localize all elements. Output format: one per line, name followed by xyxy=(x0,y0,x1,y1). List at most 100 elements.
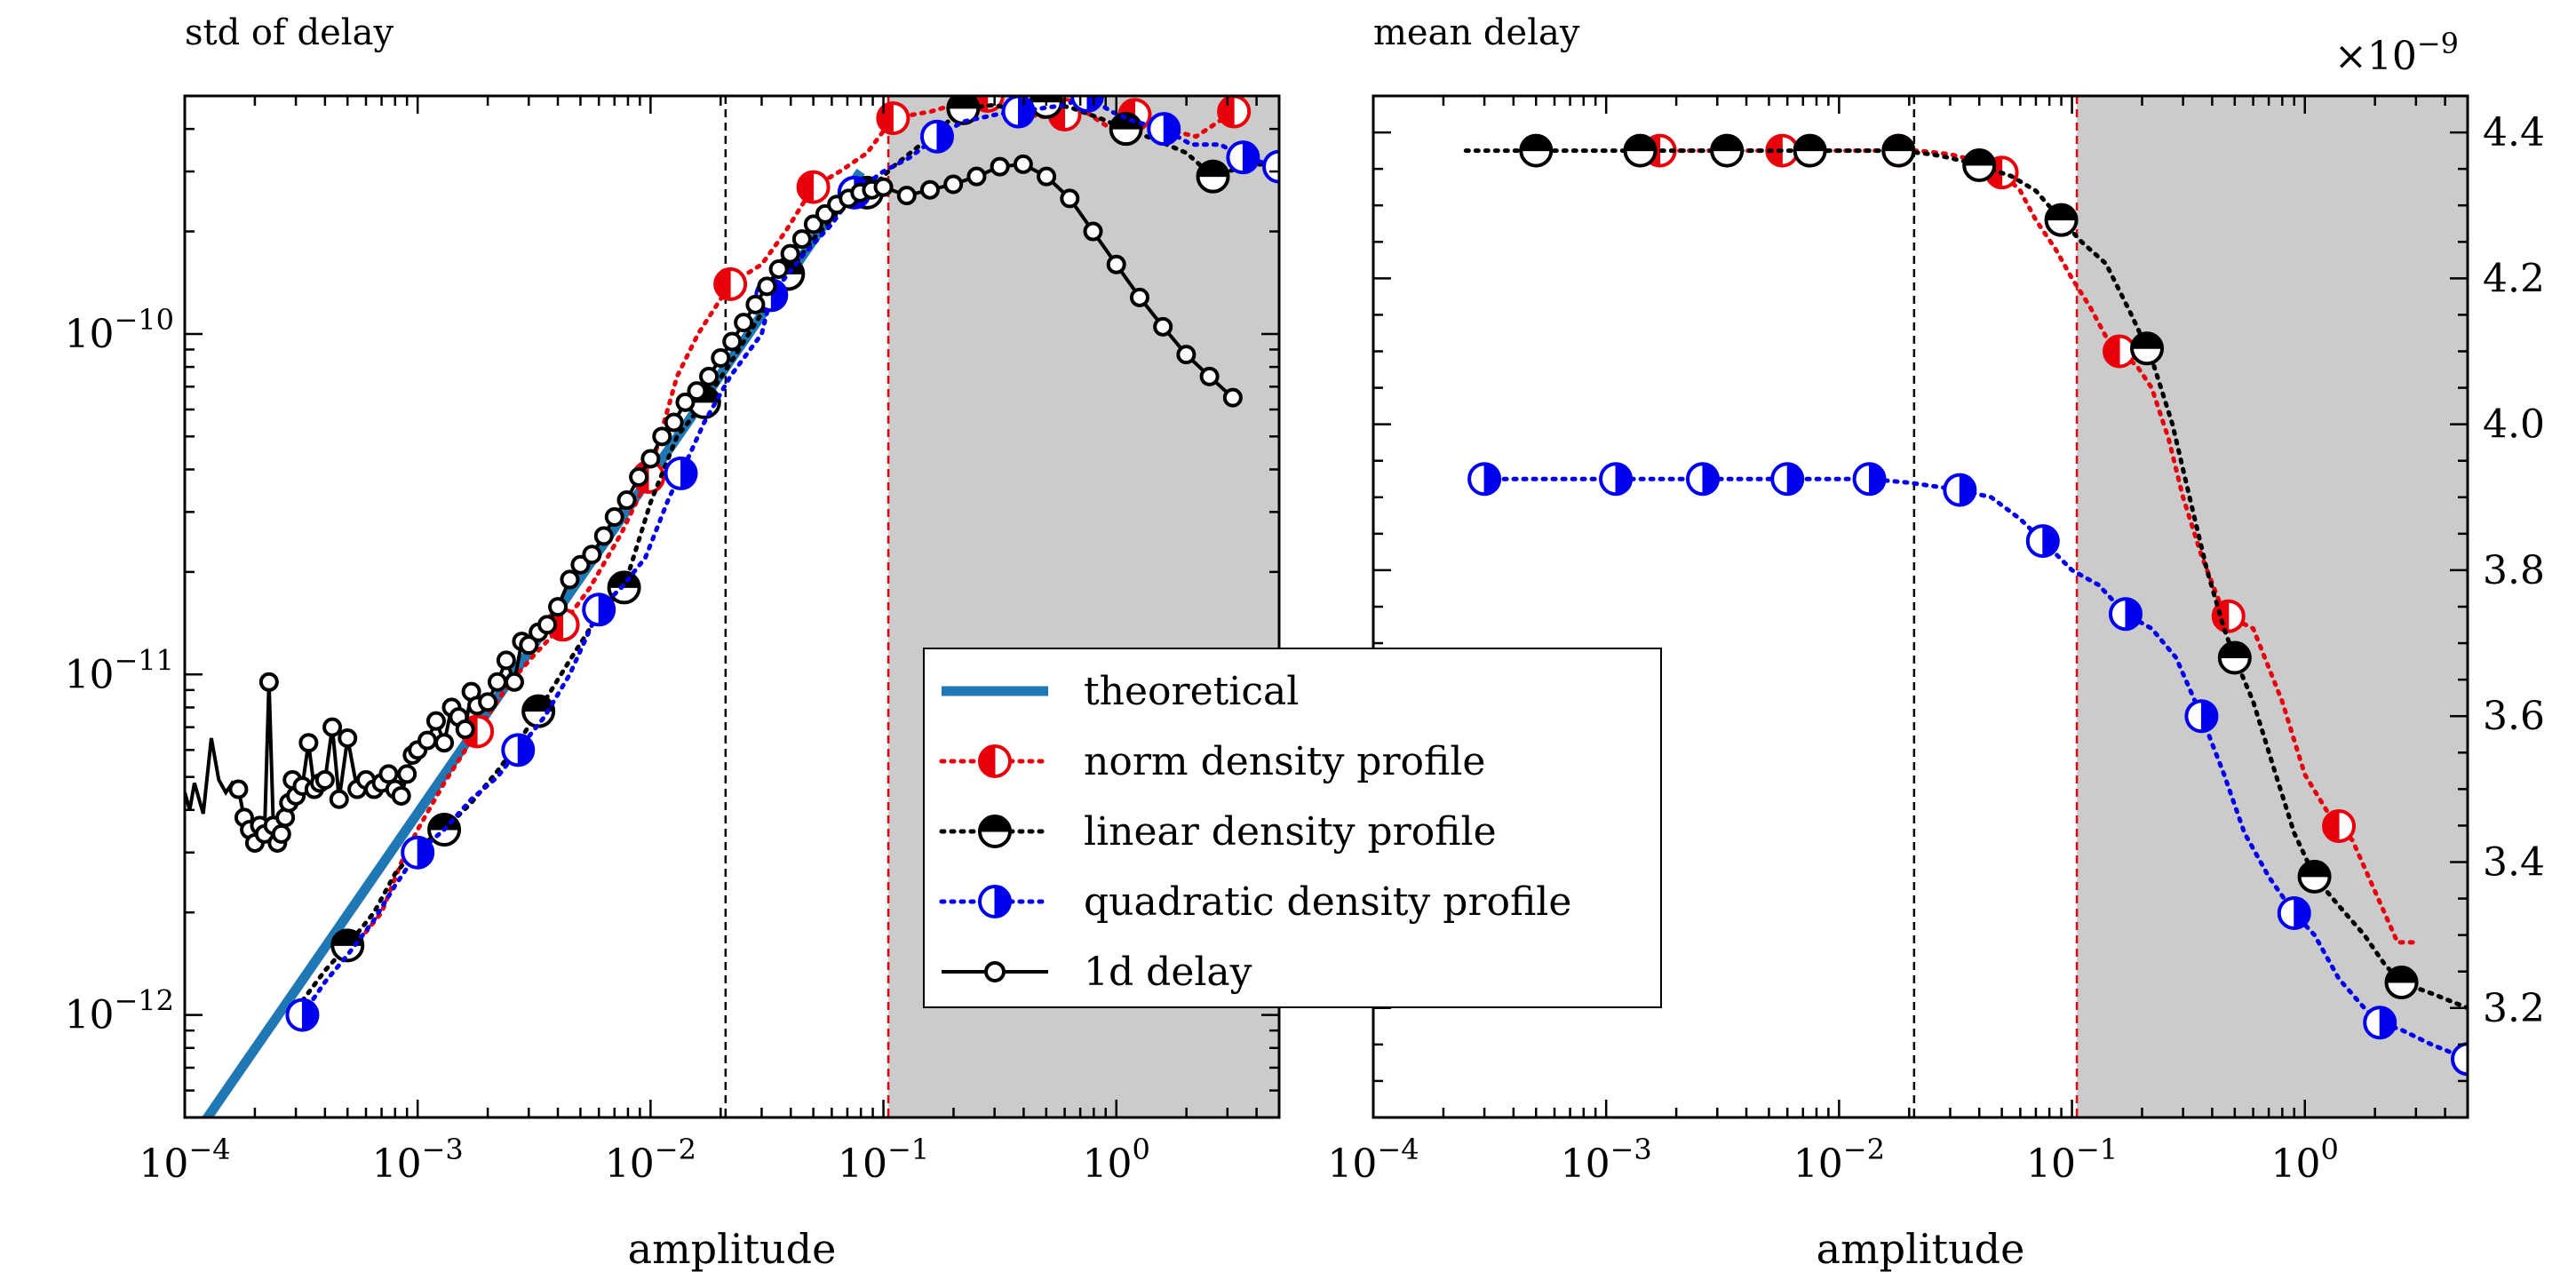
data-point xyxy=(1129,287,1149,307)
data-point xyxy=(796,170,831,204)
data-point xyxy=(271,823,291,844)
data-point xyxy=(2025,524,2060,559)
data-point xyxy=(298,733,319,753)
data-point xyxy=(990,156,1010,177)
data-point xyxy=(1770,462,1805,497)
data-point xyxy=(919,119,954,154)
data-point xyxy=(791,229,812,250)
data-point xyxy=(629,467,649,488)
data-point xyxy=(1623,133,1658,168)
data-point xyxy=(582,545,602,565)
x-tick-label: 10−3 xyxy=(372,1133,464,1187)
data-point xyxy=(920,179,940,200)
data-point xyxy=(1962,148,1997,183)
data-point xyxy=(2297,859,2332,894)
data-point xyxy=(487,672,507,692)
data-point xyxy=(2108,597,2143,632)
right-axis-ticks: 10−4 10−3 10−2 10−1 100 3.2 3.4 3.6 3.8 4.0 4.2 4.4 xyxy=(1327,94,2545,1187)
left-plot-data xyxy=(185,96,1279,1117)
y-tick-label: 10−12 xyxy=(64,984,174,1038)
legend: theoretical norm density profile linear de… xyxy=(923,648,1662,1008)
series-linear-density-profile xyxy=(1463,133,2468,1011)
data-point xyxy=(1217,96,1252,129)
data-point xyxy=(1519,133,1554,168)
data-point xyxy=(434,733,455,753)
x-tick-label: 10−1 xyxy=(2026,1133,2118,1187)
data-point xyxy=(896,186,917,206)
data-point xyxy=(519,635,539,656)
y-axis-multiplier: ×10−9 xyxy=(2334,27,2459,79)
data-point xyxy=(1599,462,1634,497)
legend-marker xyxy=(978,885,1012,918)
data-point xyxy=(2384,966,2419,1000)
data-point xyxy=(228,779,249,799)
data-point xyxy=(734,313,754,333)
series-quadratic-density-profile xyxy=(285,96,1279,1032)
data-point xyxy=(1153,316,1173,337)
data-point xyxy=(2217,640,2252,675)
x-tick-label: 10−1 xyxy=(838,1133,929,1187)
data-point xyxy=(711,347,731,368)
left-x-axis-label: amplitude xyxy=(628,1225,837,1273)
data-point xyxy=(478,692,498,712)
x-tick-label: 100 xyxy=(2271,1133,2339,1187)
right-plot-data xyxy=(1463,133,2468,1077)
data-point xyxy=(1262,149,1279,184)
data-point xyxy=(2363,1006,2397,1040)
data-point xyxy=(675,392,696,412)
data-point xyxy=(2322,809,2357,844)
data-point xyxy=(745,294,766,314)
data-point xyxy=(1943,473,1977,507)
data-point xyxy=(1176,345,1197,365)
series-quadratic-density-profile xyxy=(1467,462,2468,1077)
legend-label: linear density profile xyxy=(1084,809,1497,855)
data-point xyxy=(338,727,358,748)
data-point xyxy=(537,615,558,635)
y-tick-label: 3.8 xyxy=(2483,548,2545,593)
data-point xyxy=(1226,140,1260,175)
data-point xyxy=(258,672,279,692)
data-point xyxy=(1147,112,1181,147)
data-point xyxy=(780,243,800,264)
data-point xyxy=(1001,96,1036,129)
data-point xyxy=(504,672,524,692)
data-point xyxy=(2103,334,2137,369)
data-point xyxy=(560,569,580,590)
data-point xyxy=(593,526,614,546)
data-point xyxy=(401,835,435,870)
std-of-delay-panel: std of delay 10−4 10−3 10−2 10−1 10010−1210−… xyxy=(64,12,1281,1273)
right-x-axis-label: amplitude xyxy=(1817,1225,2025,1273)
left-axes-frame xyxy=(183,94,1281,1119)
data-point xyxy=(1196,159,1230,194)
data-point xyxy=(2130,331,2165,366)
data-point xyxy=(548,597,568,617)
data-point xyxy=(314,770,335,791)
x-tick-label: 10−4 xyxy=(1327,1133,1419,1187)
shaded-region xyxy=(2077,96,2468,1117)
x-tick-label: 10−3 xyxy=(1561,1133,1652,1187)
y-tick-label: 10−11 xyxy=(64,643,174,697)
legend-label: norm density profile xyxy=(1084,739,1485,784)
data-point xyxy=(1710,133,1745,168)
x-tick-label: 10−4 xyxy=(139,1133,230,1187)
right-chart-title: mean delay xyxy=(1373,12,1580,53)
data-point xyxy=(604,507,624,528)
data-point xyxy=(640,449,661,469)
data-point xyxy=(713,266,748,301)
legend-entry: theoretical xyxy=(942,669,1299,714)
data-point xyxy=(329,789,349,809)
data-point xyxy=(2044,203,2079,237)
data-point xyxy=(943,174,964,195)
legend-entry: quadratic density profile xyxy=(939,879,1571,925)
legend-marker xyxy=(984,961,1006,982)
data-point xyxy=(285,998,320,1032)
legend-marker xyxy=(978,744,1012,778)
y-tick-label: 4.2 xyxy=(2483,256,2545,301)
series-1d-delay xyxy=(185,154,1243,853)
legend-label: 1d delay xyxy=(1084,950,1252,995)
data-point xyxy=(501,733,536,767)
y-tick-label: 3.4 xyxy=(2483,840,2545,886)
data-point xyxy=(1199,366,1220,386)
x-tick-label: 10−2 xyxy=(1793,1133,1885,1187)
